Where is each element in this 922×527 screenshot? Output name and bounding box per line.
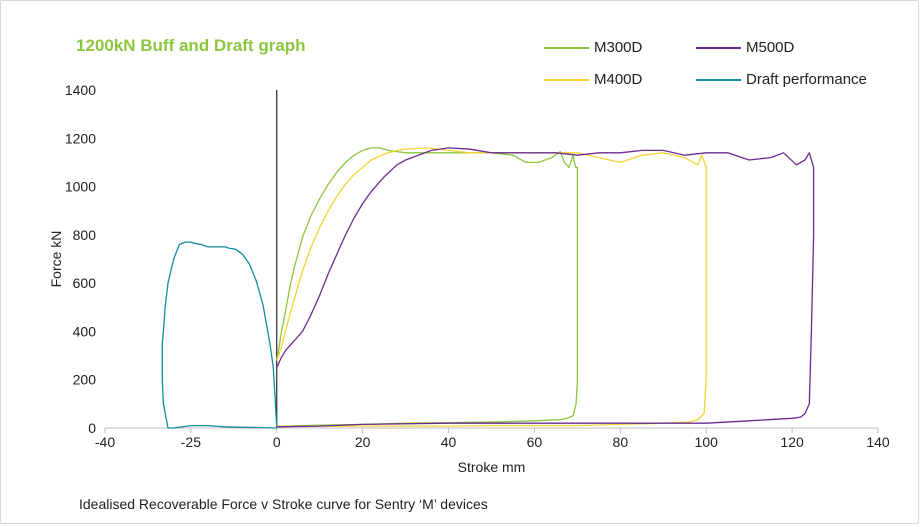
legend-item-m400d: M400D: [544, 70, 714, 90]
x-tick-label: 100: [695, 434, 719, 450]
chart-caption: Idealised Recoverable Force v Stroke cur…: [79, 496, 488, 512]
x-tick-label: 60: [527, 434, 543, 450]
legend-swatch-draft: [696, 79, 741, 81]
legend-label-draft: Draft performance: [746, 71, 867, 88]
legend-label-m300d: M300D: [594, 39, 643, 56]
y-tick-label: 0: [88, 420, 96, 436]
y-tick-label: 1400: [65, 82, 96, 98]
x-axis-label: Stroke mm: [458, 459, 526, 475]
x-tick-label: 120: [780, 434, 804, 450]
series-line-m400d: [276, 147, 707, 427]
legend-swatch-m500d: [696, 47, 741, 49]
legend-label-m400d: M400D: [594, 71, 643, 88]
legend-item-draft: Draft performance: [696, 70, 911, 90]
y-tick-label: 600: [73, 275, 97, 291]
x-tick-label: 40: [441, 434, 457, 450]
legend-item-m500d: M500D: [696, 38, 906, 58]
y-tick-label: 200: [73, 372, 97, 388]
x-tick-label: -40: [95, 434, 115, 450]
x-tick-label: 20: [355, 434, 371, 450]
series-line-m300d: [276, 147, 579, 427]
y-tick-label: 1000: [65, 179, 96, 195]
legend-swatch-m400d: [544, 79, 589, 81]
x-tick-label: -25: [181, 434, 201, 450]
x-tick-label: 140: [866, 434, 890, 450]
series-line-m500d: [276, 147, 815, 428]
chart-title: 1200kN Buff and Draft graph: [76, 36, 306, 55]
y-axis-label: Force kN: [48, 231, 64, 288]
legend-label-m500d: M500D: [746, 39, 795, 56]
x-tick-label: 80: [613, 434, 629, 450]
legend-item-m300d: M300D: [544, 38, 714, 58]
series-line-draft-performance: [161, 241, 278, 429]
legend-swatch-m300d: [544, 47, 589, 49]
x-tick-label: 0: [273, 434, 281, 450]
y-tick-label: 400: [73, 323, 97, 339]
y-tick-label: 800: [73, 227, 97, 243]
y-tick-label: 1200: [65, 130, 96, 146]
